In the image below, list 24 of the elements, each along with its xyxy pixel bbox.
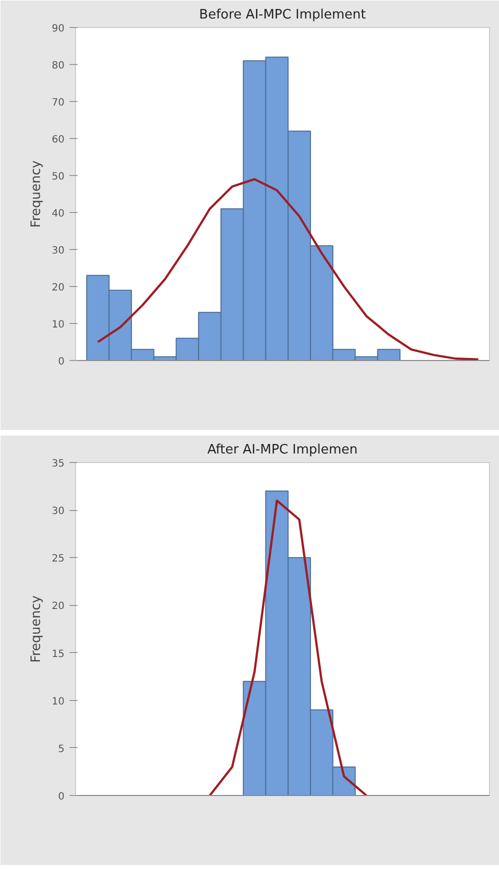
- y-tick-label: 10: [52, 696, 65, 708]
- y-tick-label: 80: [52, 60, 65, 72]
- y-tick-label: 0: [58, 356, 65, 368]
- y-tick-label: 0: [58, 792, 65, 802]
- y-tick-label: 15: [52, 648, 65, 660]
- line-series: [96, 178, 480, 360]
- y-axis-title: Frequency: [28, 595, 44, 663]
- y-tick-label: 10: [52, 320, 65, 330]
- chart-title: Before AI-MPC Implement: [199, 8, 366, 22]
- y-tick-label: 20: [52, 282, 65, 294]
- y-tick-label: 50: [52, 172, 65, 182]
- y-tick-label: 60: [52, 134, 65, 146]
- y-tick-label: 40: [52, 208, 65, 220]
- y-tick-label: 90: [52, 24, 65, 34]
- y-tick-label: 30: [52, 506, 65, 518]
- y-tick-label: 5: [58, 744, 65, 755]
- y-tick-label: 30: [52, 246, 65, 256]
- y-tick-label: 20: [52, 601, 65, 612]
- line-series: [208, 499, 368, 796]
- y-axis-title: Frequency: [28, 160, 44, 228]
- chart-title: After AI-MPC Implemen: [207, 442, 358, 458]
- y-tick-label: 70: [52, 98, 65, 108]
- y-tick-label: 35: [52, 458, 65, 470]
- y-tick-label: 25: [52, 554, 65, 565]
